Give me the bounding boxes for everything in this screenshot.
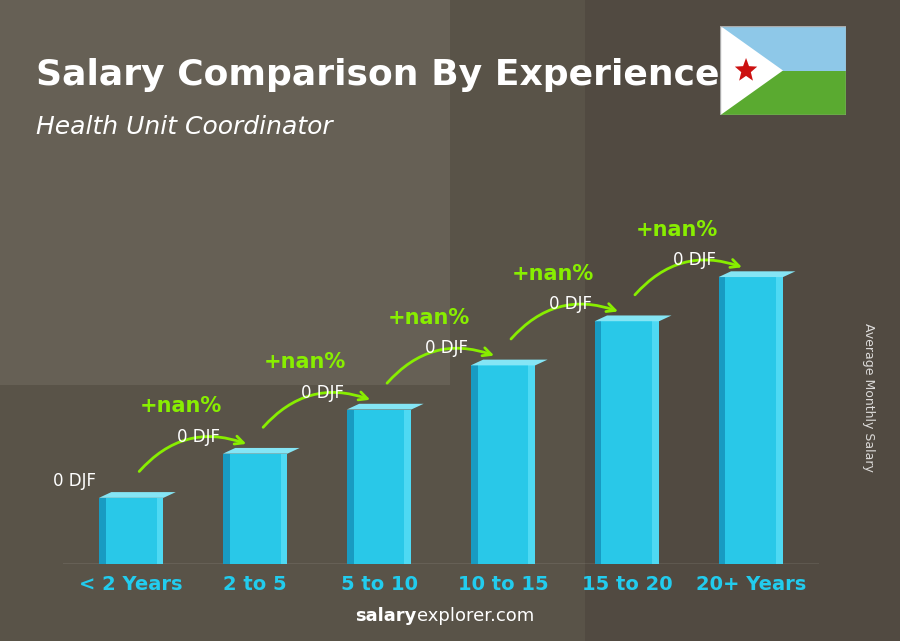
Text: 0 DJF: 0 DJF xyxy=(549,296,592,313)
Text: 0 DJF: 0 DJF xyxy=(177,428,220,445)
Text: +nan%: +nan% xyxy=(140,396,222,416)
Polygon shape xyxy=(718,271,796,277)
Bar xyxy=(718,277,783,564)
Bar xyxy=(404,410,411,564)
Bar xyxy=(346,410,411,564)
Text: 0 DJF: 0 DJF xyxy=(302,383,345,401)
Bar xyxy=(471,365,478,564)
Text: +nan%: +nan% xyxy=(388,308,470,328)
Polygon shape xyxy=(595,315,671,321)
Polygon shape xyxy=(720,26,846,71)
Text: Salary Comparison By Experience: Salary Comparison By Experience xyxy=(36,58,719,92)
Polygon shape xyxy=(99,492,176,498)
Polygon shape xyxy=(346,404,424,410)
FancyBboxPatch shape xyxy=(585,0,900,641)
Text: salary: salary xyxy=(356,607,417,625)
Text: +nan%: +nan% xyxy=(511,263,594,284)
Bar xyxy=(528,365,536,564)
Bar xyxy=(223,454,287,564)
Polygon shape xyxy=(720,26,783,115)
Bar xyxy=(471,365,536,564)
Text: 0 DJF: 0 DJF xyxy=(426,340,468,358)
Bar xyxy=(776,277,783,564)
Bar xyxy=(281,454,287,564)
Polygon shape xyxy=(223,448,300,454)
Text: 0 DJF: 0 DJF xyxy=(673,251,716,269)
Bar xyxy=(157,498,164,564)
Text: +nan%: +nan% xyxy=(635,219,717,240)
Polygon shape xyxy=(471,360,547,365)
Bar xyxy=(346,410,354,564)
Polygon shape xyxy=(735,58,757,81)
Text: +nan%: +nan% xyxy=(264,352,346,372)
Polygon shape xyxy=(720,71,846,115)
Bar xyxy=(718,277,725,564)
Bar xyxy=(99,498,164,564)
Bar xyxy=(652,321,659,564)
Bar xyxy=(595,321,601,564)
Text: Health Unit Coordinator: Health Unit Coordinator xyxy=(36,115,333,139)
Text: 0 DJF: 0 DJF xyxy=(53,472,96,490)
Text: Average Monthly Salary: Average Monthly Salary xyxy=(862,323,875,472)
Text: explorer.com: explorer.com xyxy=(417,607,534,625)
Bar xyxy=(595,321,659,564)
Bar xyxy=(99,498,106,564)
Bar xyxy=(223,454,230,564)
FancyBboxPatch shape xyxy=(0,0,450,385)
